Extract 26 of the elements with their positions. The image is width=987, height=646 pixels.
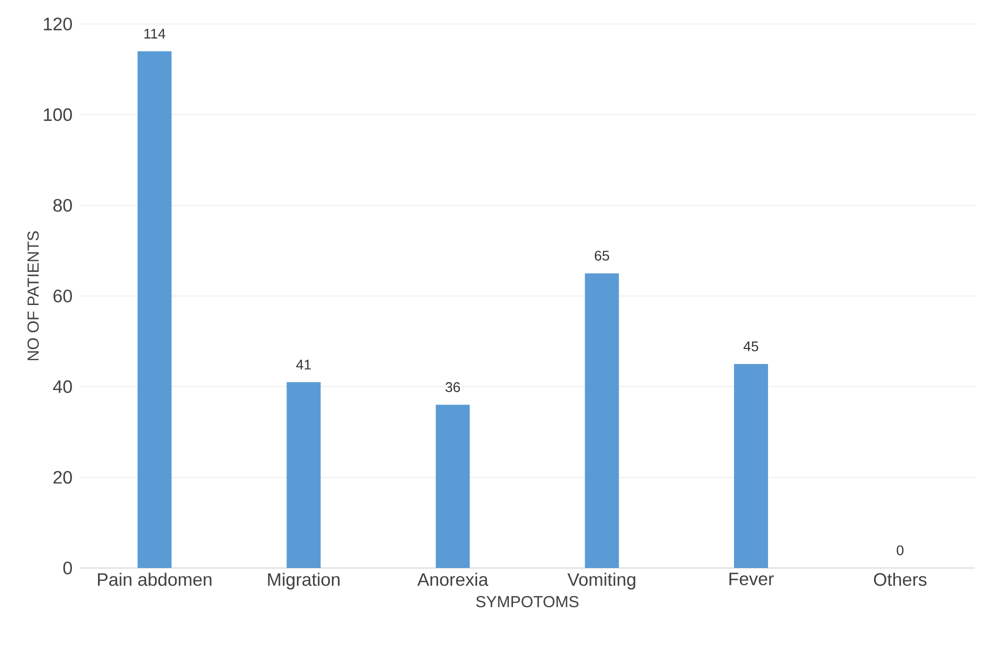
x-tick-label: Vomiting — [567, 572, 636, 590]
x-tick-label: Others — [874, 572, 926, 586]
y-tick-label: 60 — [54, 290, 72, 302]
bar — [584, 273, 619, 568]
data-label: 0 — [896, 545, 904, 556]
y-axis-title: NO OF PATIENTS — [27, 231, 39, 360]
x-tick-label: Anorexia — [417, 572, 488, 586]
x-tick-label: Migration — [268, 572, 340, 590]
x-tick-label: Fever — [729, 572, 774, 586]
data-label: 65 — [594, 250, 610, 261]
data-label: 41 — [296, 360, 311, 370]
y-tick-label: 100 — [44, 108, 72, 122]
bar — [436, 404, 470, 568]
bar — [286, 382, 321, 568]
x-tick-label: Pain abdomen — [98, 572, 212, 586]
y-tick-label: 120 — [44, 18, 72, 30]
bar — [138, 51, 172, 568]
data-label: 45 — [744, 342, 758, 352]
y-tick-label: 40 — [53, 380, 72, 394]
data-label: 114 — [144, 28, 166, 38]
y-tick-label: 80 — [53, 198, 72, 212]
x-axis-title: SYMPOTOMS — [476, 596, 578, 608]
data-label: 36 — [446, 382, 460, 392]
y-tick-label: 20 — [54, 470, 72, 484]
y-tick-label: 0 — [63, 562, 72, 574]
bar — [734, 364, 768, 568]
